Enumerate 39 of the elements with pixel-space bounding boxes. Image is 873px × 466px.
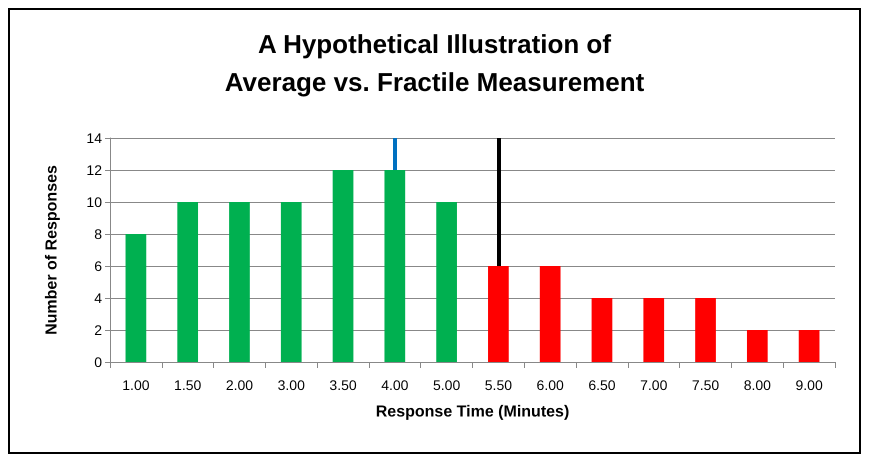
y-tick-label: 12 — [86, 162, 102, 178]
bar — [488, 266, 509, 362]
bar — [280, 202, 302, 362]
x-tick-label: 9.00 — [795, 377, 823, 393]
x-tick-label: 7.50 — [692, 377, 720, 393]
bar — [643, 298, 664, 362]
bar — [540, 266, 561, 362]
x-tick-label: 3.00 — [278, 377, 306, 393]
bar — [695, 298, 716, 362]
x-axis-title: Response Time (Minutes) — [376, 404, 570, 420]
x-tick-label: 4.00 — [381, 377, 409, 393]
y-tick-label: 0 — [94, 354, 102, 370]
x-tick-label: 5.00 — [432, 377, 460, 393]
x-tick-label: 7.00 — [640, 377, 668, 393]
x-tick-label: 3.50 — [329, 377, 357, 393]
x-tick-label: 6.00 — [536, 377, 564, 393]
x-tick-label: 8.00 — [744, 377, 772, 393]
bar — [798, 330, 820, 362]
bar — [746, 330, 768, 362]
y-tick-label: 8 — [94, 226, 102, 242]
bar — [436, 202, 457, 362]
bar — [384, 170, 406, 362]
x-tick-label: 5.50 — [484, 377, 512, 393]
y-tick-label: 14 — [86, 130, 102, 146]
y-tick-label: 6 — [94, 258, 102, 274]
x-tick-label: 2.00 — [226, 377, 254, 393]
bar — [177, 202, 198, 362]
bar — [229, 202, 250, 362]
bar — [592, 298, 612, 362]
y-tick-label: 2 — [94, 322, 102, 338]
x-tick-label: 1.50 — [174, 377, 202, 393]
y-tick-label: 4 — [94, 290, 102, 306]
y-axis-title: Number of Responses — [44, 164, 60, 335]
bar — [332, 170, 354, 362]
bar — [126, 234, 146, 362]
chart-title: A Hypothetical Illustration of Average vs. Fractile Measurement — [224, 29, 645, 97]
y-tick-label: 10 — [86, 194, 102, 210]
x-tick-label: 1.00 — [122, 377, 150, 393]
x-tick-label: 6.50 — [588, 377, 616, 393]
